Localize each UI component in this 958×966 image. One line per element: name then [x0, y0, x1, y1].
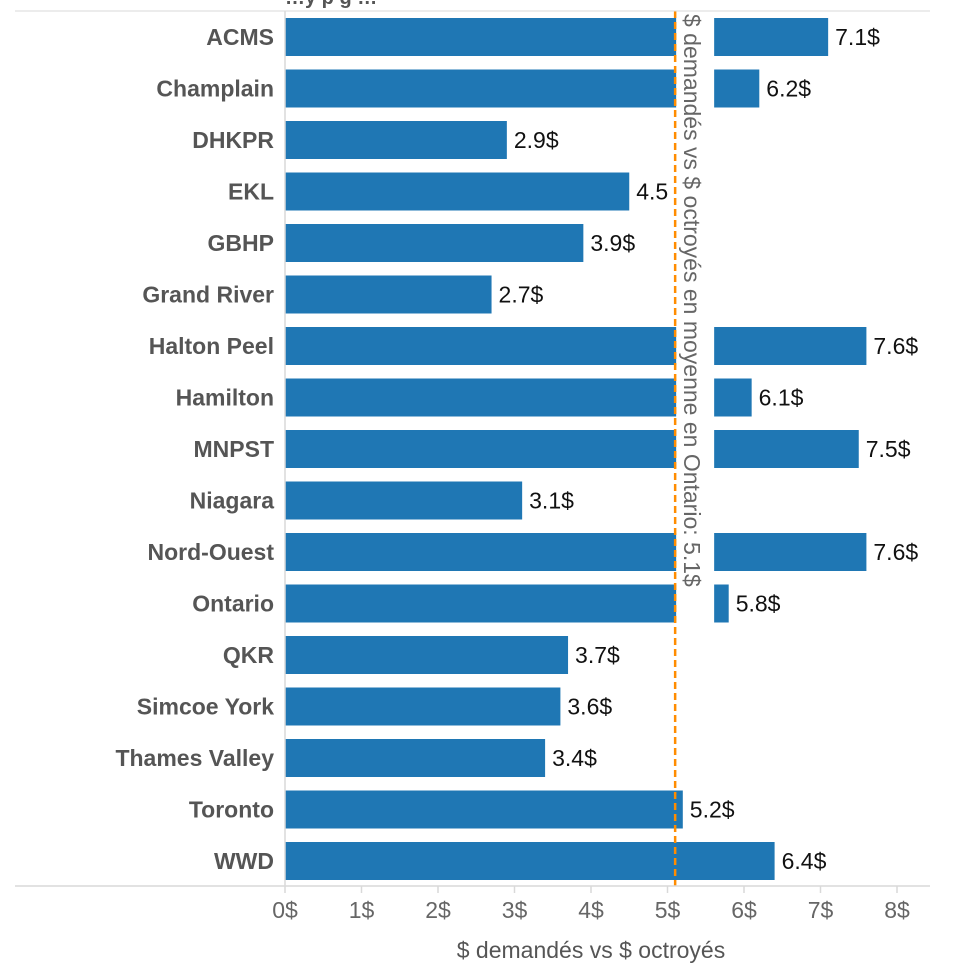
bar [285, 739, 546, 777]
category-label: Grand River [142, 282, 274, 308]
category-label: EKL [228, 179, 274, 205]
category-label: Niagara [190, 488, 275, 514]
category-label: DHKPR [192, 127, 274, 153]
bar [285, 533, 867, 571]
x-tick-label: 0$ [272, 897, 298, 923]
data-label: 3.7$ [575, 642, 620, 668]
bar [285, 636, 569, 674]
category-label: ACMS [206, 24, 274, 50]
data-label: 6.2$ [766, 76, 811, 102]
x-tick-label: 8$ [884, 897, 910, 923]
data-label: 5.8$ [736, 591, 781, 617]
bar [285, 172, 630, 211]
data-label: 3.6$ [567, 694, 612, 720]
bar [285, 842, 775, 880]
x-tick-label: 3$ [502, 897, 528, 923]
data-label: 7.5$ [866, 436, 911, 462]
data-label: 2.7$ [499, 282, 544, 308]
category-label: Toronto [189, 797, 274, 823]
category-label: QKR [223, 642, 275, 668]
category-label: Champlain [156, 76, 274, 102]
bar [285, 378, 752, 417]
data-label: 2.9$ [514, 127, 559, 153]
x-tick-label: 2$ [425, 897, 451, 923]
data-label: 6.1$ [759, 385, 804, 411]
bar [285, 687, 561, 726]
bar [285, 790, 683, 829]
data-label: 3.4$ [552, 745, 597, 771]
data-label: 7.1$ [835, 24, 880, 50]
category-label: Thames Valley [115, 745, 274, 771]
x-tick-label: 1$ [349, 897, 375, 923]
category-label: Hamilton [176, 385, 274, 411]
x-axis-title: $ demandés vs $ octroyés [457, 937, 725, 963]
bar [285, 430, 859, 468]
category-label: Halton Peel [149, 333, 274, 359]
x-tick-label: 5$ [655, 897, 681, 923]
x-tick-label: 6$ [731, 897, 757, 923]
bar [285, 18, 829, 56]
data-label: 7.6$ [873, 333, 918, 359]
data-label: 6.4$ [782, 848, 827, 874]
bar [285, 224, 584, 262]
category-label: Nord-Ouest [148, 539, 275, 565]
reference-label-band [676, 11, 715, 779]
bar [285, 327, 867, 365]
bar [285, 275, 492, 314]
bar [285, 584, 729, 623]
bar [285, 481, 523, 520]
category-label: Ontario [192, 591, 274, 617]
data-label: 3.9$ [590, 230, 635, 256]
reference-line-label: $ demandés vs $ octroyés en moyenne en O… [679, 14, 705, 587]
data-label: 5.2$ [690, 797, 735, 823]
x-tick-label: 4$ [578, 897, 604, 923]
category-label: MNPST [194, 436, 275, 462]
category-label: GBHP [208, 230, 274, 256]
category-label: Simcoe York [137, 694, 274, 720]
x-tick-label: 7$ [808, 897, 834, 923]
data-label: 4.5 [636, 179, 668, 205]
bar [285, 121, 507, 159]
data-label: 7.6$ [873, 539, 918, 565]
chart-title-fragment: …y p g … [285, 0, 377, 9]
data-label: 3.1$ [529, 488, 574, 514]
category-label: WWD [214, 848, 274, 874]
